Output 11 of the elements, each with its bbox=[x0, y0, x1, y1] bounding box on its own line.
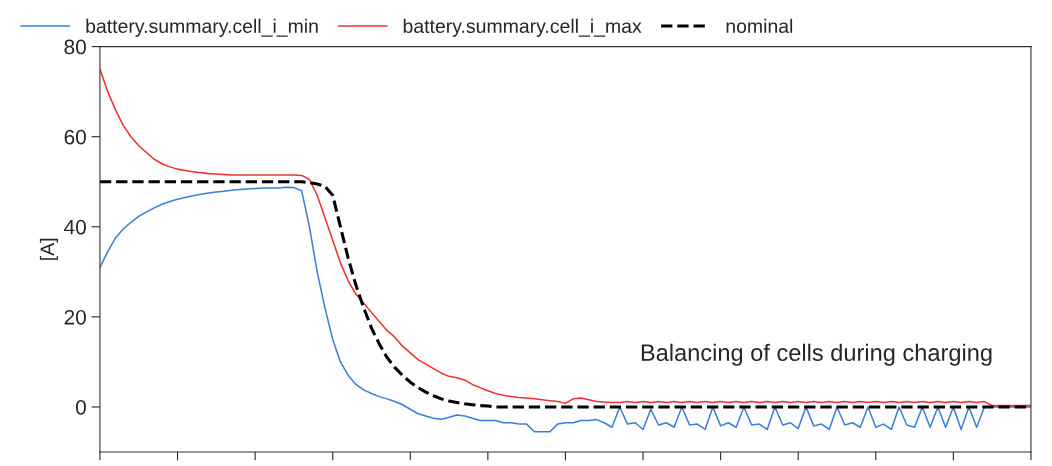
y-tick-label: 0 bbox=[75, 399, 86, 415]
line-series bbox=[99, 68, 1031, 407]
y-tick-label: 80 bbox=[64, 39, 86, 55]
y-axis-title: [A] bbox=[39, 238, 59, 260]
y-tick-label: 20 bbox=[64, 309, 86, 325]
legend-label: nominal bbox=[726, 18, 793, 34]
annotation: Balancing of cells during charging bbox=[641, 343, 992, 366]
legend-label: battery.summary.cell_i_min bbox=[86, 18, 318, 37]
legend-label: battery.summary.cell_i_max bbox=[403, 18, 642, 37]
y-tick-label: 40 bbox=[64, 219, 86, 235]
y-tick-label: 60 bbox=[64, 129, 86, 145]
